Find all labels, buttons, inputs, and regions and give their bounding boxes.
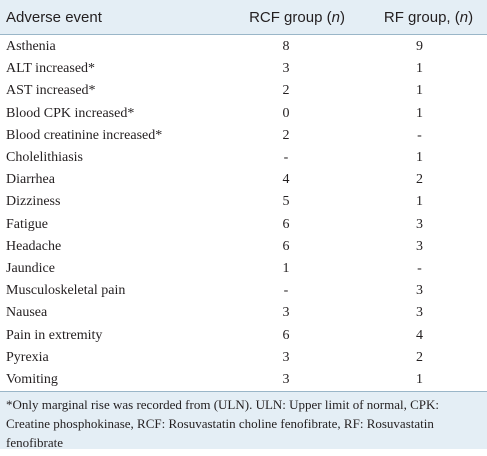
table-row: ALT increased* 3 1 — [0, 58, 487, 80]
rf-cell: 1 — [416, 371, 423, 387]
table-row: Blood creatinine increased* 2 - — [0, 125, 487, 147]
rf-cell: 3 — [416, 216, 423, 232]
rf-cell: 2 — [416, 172, 423, 188]
header-rcf-group: RCF group (n) — [220, 9, 352, 26]
event-cell: ALT increased* — [6, 61, 96, 77]
event-cell: Pain in extremity — [6, 327, 103, 343]
rf-cell: 3 — [416, 238, 423, 254]
table-body: Asthenia 8 9 ALT increased* 3 1 AST increase… — [0, 35, 487, 391]
rcf-cell: - — [283, 150, 289, 166]
rcf-cell: 1 — [282, 260, 290, 276]
rf-cell: 2 — [416, 349, 423, 365]
table-row: Pyrexia 3 2 — [0, 347, 487, 369]
event-cell: Nausea — [6, 305, 48, 321]
rf-cell: 1 — [416, 83, 423, 99]
table-row: Vomiting 3 1 — [0, 369, 487, 391]
table-header: Adverse event RCF group (n) RF group, (n… — [0, 0, 487, 35]
rcf-cell: 3 — [282, 305, 290, 321]
rcf-cell: 2 — [282, 83, 290, 99]
rf-cell: 9 — [416, 39, 423, 55]
event-cell: Vomiting — [6, 371, 58, 387]
rcf-cell: 8 — [282, 39, 290, 55]
event-cell: Jaundice — [6, 260, 55, 276]
table-row: Musculoskeletal pain - 3 — [0, 280, 487, 302]
header-rf-n: n — [459, 8, 469, 26]
event-cell: Blood creatinine increased* — [6, 127, 163, 143]
table-row: Diarrhea 4 2 — [0, 169, 487, 191]
header-rcf-suffix: ) — [339, 8, 345, 26]
table-footnote: *Only marginal rise was recorded from (U… — [0, 391, 487, 450]
rf-cell: - — [417, 260, 422, 276]
rf-cell: 1 — [416, 194, 423, 210]
header-rf-suffix: ) — [468, 8, 474, 26]
rcf-cell: 0 — [282, 105, 290, 121]
table-row: Nausea 3 3 — [0, 302, 487, 324]
header-rf-prefix: RF group, ( — [383, 8, 460, 26]
table-row: Headache 6 3 — [0, 236, 487, 258]
event-cell: Dizziness — [6, 194, 61, 210]
rcf-cell: 5 — [282, 194, 290, 210]
table-row: Fatigue 6 3 — [0, 214, 487, 236]
table-row: Asthenia 8 9 — [0, 36, 487, 58]
rcf-cell: 4 — [282, 172, 290, 188]
rcf-cell: 3 — [282, 371, 290, 387]
table-row: Dizziness 5 1 — [0, 191, 487, 213]
rf-cell: 1 — [416, 105, 423, 121]
rcf-cell: 6 — [282, 238, 290, 254]
rf-cell: 4 — [416, 327, 423, 343]
rf-cell: 1 — [416, 150, 423, 166]
rcf-cell: 6 — [282, 327, 290, 343]
event-cell: Pyrexia — [6, 349, 49, 365]
rf-cell: 3 — [416, 283, 423, 299]
rf-cell: - — [417, 127, 422, 143]
event-cell: Blood CPK increased* — [6, 105, 135, 121]
header-rcf-n: n — [331, 8, 340, 26]
table-row: AST increased* 2 1 — [0, 80, 487, 102]
rcf-cell: 6 — [282, 216, 290, 232]
event-cell: Headache — [6, 238, 62, 254]
table-row: Blood CPK increased* 0 1 — [0, 103, 487, 125]
event-cell: Cholelithiasis — [6, 150, 83, 166]
event-cell: AST increased* — [6, 83, 96, 99]
rcf-cell: 2 — [282, 127, 290, 143]
header-rcf-prefix: RCF group ( — [249, 8, 332, 26]
header-adverse-event: Adverse event — [6, 8, 102, 26]
table-row: Pain in extremity 6 4 — [0, 324, 487, 346]
header-rf-group: RF group, (n) — [352, 9, 487, 26]
table-row: Jaundice 1 - — [0, 258, 487, 280]
rcf-cell: - — [283, 283, 289, 299]
event-cell: Asthenia — [6, 39, 56, 55]
event-cell: Musculoskeletal pain — [6, 283, 126, 299]
event-cell: Fatigue — [6, 216, 48, 232]
rf-cell: 3 — [416, 305, 423, 321]
event-cell: Diarrhea — [6, 172, 55, 188]
rf-cell: 1 — [416, 61, 423, 77]
table-row: Cholelithiasis - 1 — [0, 147, 487, 169]
rcf-cell: 3 — [282, 349, 290, 365]
rcf-cell: 3 — [282, 61, 290, 77]
